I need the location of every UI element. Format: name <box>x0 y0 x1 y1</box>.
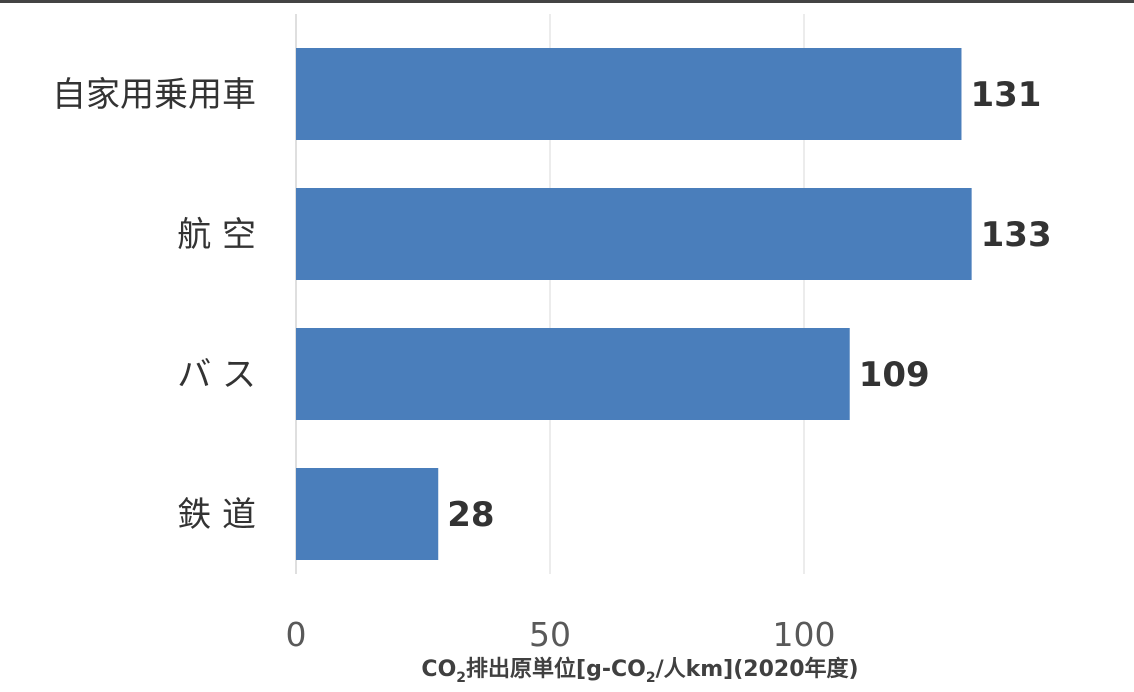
bar <box>296 328 850 420</box>
value-labels: 131 133 109 28 <box>447 75 1051 535</box>
bars <box>296 48 972 560</box>
top-border <box>0 0 1134 3</box>
x-tick-labels: 0 50 100 <box>286 615 836 654</box>
data-label: 28 <box>447 495 494 535</box>
bar <box>296 468 439 560</box>
x-axis-title: CO2排出原単位[g-CO2/人km](2020年度) <box>421 656 858 686</box>
bar <box>296 48 962 140</box>
data-label: 131 <box>970 75 1041 115</box>
x-tick-label: 0 <box>286 615 307 654</box>
data-label: 109 <box>859 355 930 395</box>
category-label: 鉄 道 <box>177 495 256 535</box>
bar <box>296 188 972 280</box>
category-label: 航 空 <box>177 215 256 255</box>
x-tick-label: 50 <box>529 615 571 654</box>
category-label: 自家用乗用車 <box>52 75 256 115</box>
category-label: バ ス <box>177 355 256 395</box>
x-tick-label: 100 <box>773 615 836 654</box>
data-label: 133 <box>981 215 1052 255</box>
